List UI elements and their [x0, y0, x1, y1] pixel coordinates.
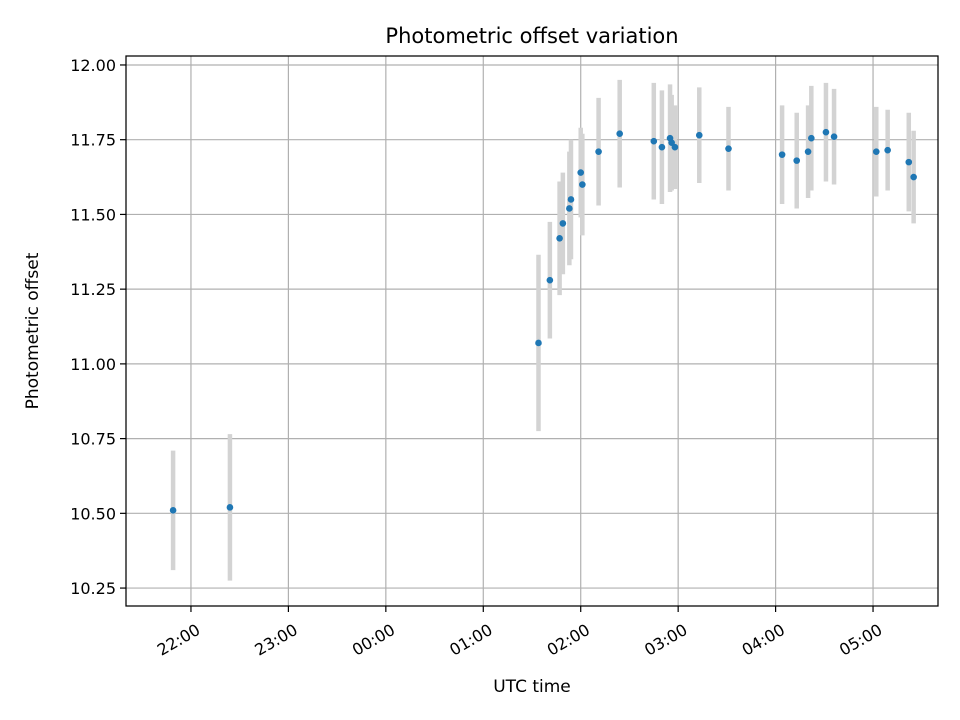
data-point [905, 158, 913, 166]
data-point [616, 130, 623, 138]
y-tick-label: 11.50 [70, 205, 116, 224]
data-point [830, 133, 838, 141]
data-point [556, 235, 563, 242]
error-bars [170, 79, 916, 581]
y-tick-label: 11.75 [70, 131, 116, 150]
data-point [567, 196, 575, 203]
x-tick-label: 04:00 [739, 620, 788, 660]
data-point [577, 169, 585, 176]
y-tick-label: 10.75 [70, 430, 116, 449]
x-tick-label: 01:00 [446, 620, 495, 660]
y-tick-label: 10.50 [70, 504, 116, 523]
data-point [808, 134, 815, 142]
data-point [226, 504, 234, 511]
chart-title: Photometric offset variation [385, 24, 678, 48]
data-point [559, 220, 567, 227]
y-tick-label: 11.25 [70, 280, 116, 299]
data-point [595, 148, 602, 155]
y-tick-label: 12.00 [70, 56, 116, 75]
data-point [725, 145, 732, 152]
x-tick-label: 05:00 [836, 620, 885, 660]
data-point [822, 128, 830, 136]
data-point [671, 143, 679, 151]
x-tick-label: 03:00 [641, 620, 690, 660]
data-point [579, 181, 586, 188]
data-point [793, 157, 801, 164]
y-tick-label: 11.00 [70, 355, 116, 374]
x-tick-label: 00:00 [349, 620, 398, 660]
data-point [566, 205, 573, 212]
data-point [535, 339, 542, 347]
data-point [546, 276, 554, 284]
y-axis-label: Photometric offset [23, 252, 43, 409]
data-point [658, 143, 666, 151]
data-point [650, 137, 658, 145]
y-tick-label: 10.25 [70, 579, 116, 598]
x-tick-label: 23:00 [251, 620, 300, 660]
data-points [169, 128, 917, 514]
x-tick-label: 22:00 [154, 620, 203, 660]
data-point [872, 148, 880, 155]
x-axis-label: UTC time [493, 677, 571, 697]
data-point [169, 507, 177, 514]
data-point [804, 148, 812, 155]
axis-ticks: 22:00 23:00 00:00 01:00 02:00 03:00 04:00 05:00… [70, 56, 885, 660]
x-tick-label: 02:00 [544, 620, 593, 660]
data-point [884, 146, 891, 154]
data-point [778, 151, 786, 158]
plot-frame [125, 55, 939, 607]
data-point [695, 131, 703, 139]
data-point [910, 173, 917, 181]
grid-lines [126, 56, 938, 606]
